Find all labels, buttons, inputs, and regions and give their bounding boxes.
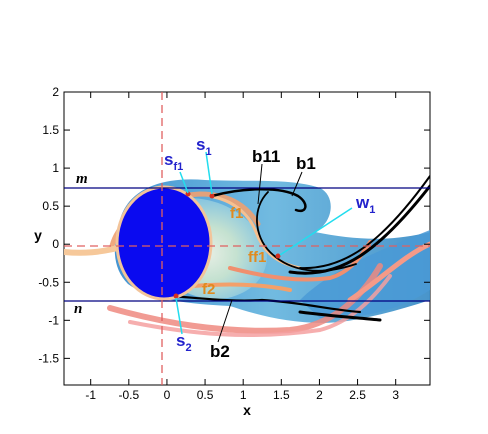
pointer-s2 <box>175 297 183 335</box>
y-tick-label: 0 <box>52 237 59 251</box>
label-w1: w1 <box>355 193 375 216</box>
pointer-b11 <box>257 163 263 205</box>
point-s2 <box>173 293 179 299</box>
x-tick-label: 0 <box>164 388 171 402</box>
streak-b2 <box>168 294 362 314</box>
pointer-sf1 <box>179 171 189 194</box>
pointer-b1 <box>291 171 303 197</box>
x-tick-label: 2.5 <box>349 388 366 402</box>
x-axis-title: x <box>243 402 251 418</box>
point-s1 <box>209 193 215 199</box>
label-b2: b2 <box>210 342 230 361</box>
pointer-b2 <box>217 299 233 343</box>
x-tick-label: 2 <box>316 388 323 402</box>
y-tick-label: -1.5 <box>38 351 59 365</box>
point-w1 <box>275 253 281 259</box>
streak-b2-lower <box>298 310 382 322</box>
label-s1: s1 <box>196 135 212 158</box>
label-m: m <box>76 171 88 187</box>
label-b1: b1 <box>296 154 316 173</box>
label-n: n <box>74 301 82 317</box>
x-tick-label: 1.5 <box>273 388 290 402</box>
label-b11: b11 <box>252 147 280 166</box>
shear-layer-left-tail <box>64 245 121 256</box>
y-tick-label: 2 <box>52 85 59 99</box>
x-tick-label: 0.5 <box>197 388 214 402</box>
wake-lobe <box>300 230 430 319</box>
label-s2: s2 <box>176 331 192 354</box>
y-axis-title: y <box>34 227 42 243</box>
shear-layer-right-rise <box>347 241 430 303</box>
pointer-w1 <box>279 207 353 256</box>
y-tick-label: -1 <box>48 313 59 327</box>
x-tick-label: 3 <box>392 388 399 402</box>
y-tick-label: -0.5 <box>38 275 59 289</box>
y-tick-label: 0.5 <box>42 199 59 213</box>
streak-b1-tail-b <box>299 175 430 270</box>
x-axis-ticks: -1 -0.5 0 0.5 1 1.5 2 2.5 3 <box>85 92 399 402</box>
cylinder <box>115 185 213 301</box>
label-sf1: sf1 <box>164 150 183 173</box>
label-f2: f2 <box>202 281 215 298</box>
y-tick-label: 1.5 <box>42 123 59 137</box>
label-f1: f1 <box>230 205 243 222</box>
point-sf1 <box>185 191 191 197</box>
label-ff1: ff1 <box>248 249 266 266</box>
y-tick-label: 1 <box>52 161 59 175</box>
x-tick-label: -1 <box>85 388 96 402</box>
pointer-s1 <box>205 151 213 195</box>
x-tick-label: -0.5 <box>118 388 139 402</box>
streak-b1 <box>210 188 307 213</box>
y-axis-ticks: 2 1.5 1 0.5 0 -0.5 -1 -1.5 <box>38 85 430 365</box>
streak-b1-tail-a <box>288 184 430 275</box>
x-tick-label: 1 <box>240 388 247 402</box>
